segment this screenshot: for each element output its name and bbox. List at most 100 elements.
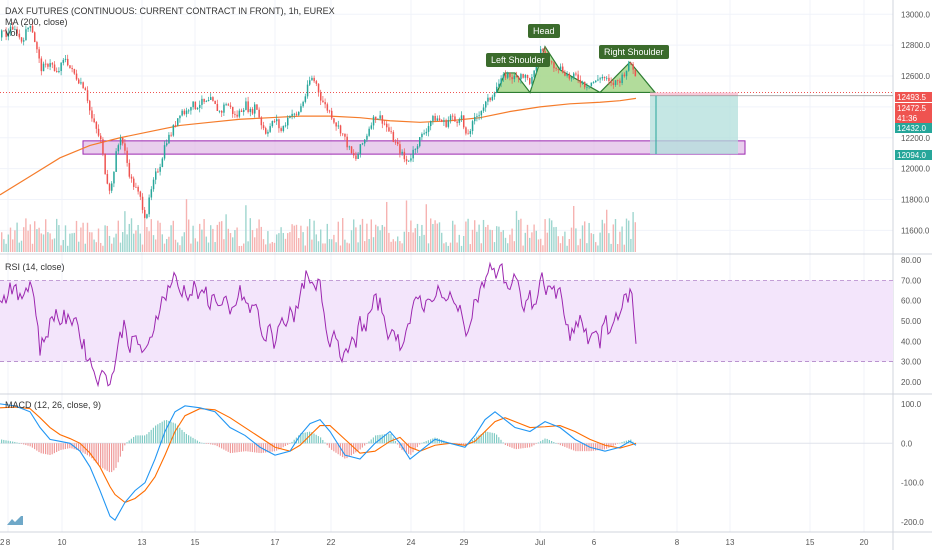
volume-bar xyxy=(223,239,225,252)
candle-body xyxy=(491,96,494,101)
candle-body xyxy=(18,33,21,38)
volume-bar xyxy=(548,218,551,252)
time-axis[interactable]: 8 10 13 15 17 22 24 29 Jul 6 8 13 15 20 22 xyxy=(0,538,869,547)
macd-histogram-bar xyxy=(93,443,95,461)
candle-body xyxy=(97,128,100,136)
volume-bar xyxy=(342,218,344,252)
ma-legend[interactable]: MA (200, close) xyxy=(5,17,68,27)
macd-histogram-bar xyxy=(34,443,36,450)
price-badge-label: 12432.0 xyxy=(897,124,926,133)
candle-body xyxy=(42,63,45,72)
candle-body xyxy=(375,116,377,120)
left-shoulder-label[interactable]: Left Shoulder xyxy=(486,53,550,67)
candle-body xyxy=(414,149,417,150)
volume-bar xyxy=(333,234,335,252)
candle-body xyxy=(227,104,230,106)
candle-body xyxy=(434,115,436,121)
macd-histogram-bar xyxy=(482,432,484,444)
volume-bar xyxy=(601,219,603,252)
candle-body xyxy=(423,133,425,135)
volume-bar xyxy=(100,242,102,252)
volume-bar xyxy=(150,219,152,252)
macd-histogram-bar xyxy=(531,443,533,447)
volume-bar xyxy=(240,245,243,252)
time-tick-label: 29 xyxy=(460,538,469,547)
volume-bar xyxy=(346,242,348,252)
volume-bar xyxy=(20,240,23,252)
candle-body xyxy=(331,110,333,119)
macd-histogram-bar xyxy=(29,443,31,447)
candle-body xyxy=(148,197,150,215)
volume-bar xyxy=(7,234,9,252)
macd-title[interactable]: MACD (12, 26, close, 9) xyxy=(5,400,102,410)
head-label[interactable]: Head xyxy=(528,24,560,38)
macd-histogram-bar xyxy=(434,437,436,444)
volume-bar xyxy=(377,226,379,252)
macd-histogram-bar xyxy=(249,443,251,452)
support-zone-rect xyxy=(82,140,746,155)
candle-body xyxy=(214,100,216,104)
price-badge-label: 41:36 xyxy=(897,114,918,123)
macd-histogram-bar xyxy=(300,433,302,444)
right-shoulder-label[interactable]: Right Shoulder xyxy=(599,45,669,59)
short-position-tool[interactable] xyxy=(650,92,893,155)
volume-bar xyxy=(67,245,69,252)
volume-bar xyxy=(328,239,331,252)
macd-histogram-bar xyxy=(78,443,80,451)
macd-histogram-bar xyxy=(139,435,141,444)
candle-body xyxy=(522,74,524,78)
macd-histogram-bar xyxy=(430,439,432,444)
rsi-line xyxy=(0,261,637,388)
tradingview-logo-icon[interactable] xyxy=(6,513,24,527)
candle-body xyxy=(520,74,522,80)
macd-histogram-bar xyxy=(610,443,612,447)
volume-bar xyxy=(166,238,168,252)
candle-body xyxy=(40,58,43,72)
candle-body xyxy=(511,77,513,80)
macd-histogram-bar xyxy=(214,443,216,446)
candle-body xyxy=(181,110,183,116)
macd-histogram-bar xyxy=(559,443,561,446)
candle-body xyxy=(513,75,516,80)
candle-body xyxy=(476,116,478,118)
volume-bar xyxy=(229,233,232,252)
volume-bar xyxy=(97,228,100,252)
macd-histogram-bar xyxy=(421,442,423,444)
macd-histogram-bar xyxy=(251,443,253,453)
volume-bar xyxy=(632,212,634,252)
volume-bar xyxy=(500,231,502,252)
volume-bar xyxy=(480,243,482,252)
head-shoulders-pattern[interactable] xyxy=(0,45,893,94)
candle-body xyxy=(419,137,421,147)
candle-body xyxy=(485,101,487,108)
macd-histogram-bar xyxy=(399,443,401,448)
macd-histogram-bar xyxy=(586,443,588,452)
rsi-title[interactable]: RSI (14, close) xyxy=(5,262,65,272)
volume-bar xyxy=(265,244,267,252)
macd-histogram-bar xyxy=(474,438,476,444)
symbol-title: DAX FUTURES (CONTINUOUS: CURRENT CONTRAC… xyxy=(5,6,335,16)
support-zone[interactable] xyxy=(82,140,746,155)
volume-bar xyxy=(482,219,485,252)
macd-histogram-bar xyxy=(27,443,29,446)
candle-body xyxy=(135,186,137,188)
macd-histogram-bar xyxy=(522,443,524,449)
macd-histogram-bar xyxy=(381,434,383,444)
volume-legend[interactable]: Vol xyxy=(5,28,18,38)
volume-bar xyxy=(317,241,320,252)
candle-body xyxy=(258,109,260,118)
price-tick-label: 11800.0 xyxy=(901,196,930,205)
time-tick-label: 8 xyxy=(675,538,680,547)
macd-histogram-bar xyxy=(199,441,201,444)
candle-body xyxy=(243,109,245,112)
volume-bar xyxy=(199,223,201,252)
candle-body xyxy=(458,119,461,123)
macd-histogram-bar xyxy=(518,443,520,449)
volume-bar xyxy=(287,233,289,252)
macd-pane xyxy=(0,403,893,521)
volume-bar xyxy=(27,230,29,252)
volume-bar xyxy=(137,224,139,252)
candle-body xyxy=(139,191,142,197)
volume-bar xyxy=(49,233,51,252)
